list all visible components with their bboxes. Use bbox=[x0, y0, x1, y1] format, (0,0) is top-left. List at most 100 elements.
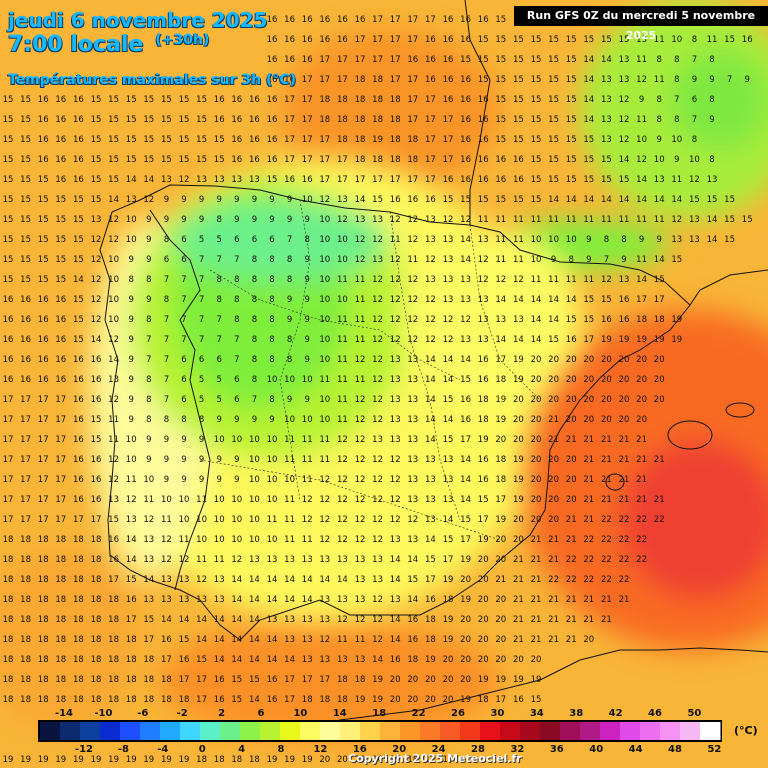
grid-value: 8 bbox=[692, 35, 697, 45]
grid-value: 9 bbox=[287, 215, 292, 225]
grid-value: 9 bbox=[269, 195, 274, 205]
grid-value: 10 bbox=[302, 375, 313, 385]
grid-value: 13 bbox=[355, 575, 366, 585]
grid-value: 20 bbox=[513, 435, 524, 445]
legend-swatch bbox=[120, 722, 141, 740]
grid-value: 20 bbox=[443, 675, 454, 685]
grid-value: 11 bbox=[513, 215, 524, 225]
grid-value: 11 bbox=[548, 215, 559, 225]
grid-value: 12 bbox=[355, 455, 366, 465]
grid-value: 15 bbox=[55, 235, 66, 245]
grid-value: 15 bbox=[214, 155, 225, 165]
grid-value: 5 bbox=[216, 235, 221, 245]
grid-value: 15 bbox=[495, 195, 506, 205]
grid-value: 7 bbox=[216, 315, 221, 325]
grid-value: 12 bbox=[355, 435, 366, 445]
grid-value: 16 bbox=[55, 135, 66, 145]
legend-swatch bbox=[80, 722, 101, 740]
grid-value: 21 bbox=[513, 615, 524, 625]
grid-value: 17 bbox=[20, 455, 31, 465]
grid-value: 6 bbox=[181, 235, 186, 245]
grid-value: 19 bbox=[513, 675, 524, 685]
grid-value: 15 bbox=[20, 95, 31, 105]
grid-value: 18 bbox=[73, 615, 84, 625]
grid-value: 17 bbox=[38, 515, 49, 525]
grid-value: 11 bbox=[654, 75, 665, 85]
grid-value: 15 bbox=[443, 395, 454, 405]
grid-value: 18 bbox=[319, 115, 330, 125]
grid-value: 18 bbox=[390, 155, 401, 165]
legend-bottom-label: 4 bbox=[238, 744, 245, 755]
grid-value: 16 bbox=[73, 375, 84, 385]
grid-value: 12 bbox=[372, 315, 383, 325]
grid-value: 21 bbox=[601, 615, 612, 625]
grid-value: 14 bbox=[566, 195, 577, 205]
grid-value: 11 bbox=[531, 215, 542, 225]
grid-value: 16 bbox=[267, 15, 278, 25]
grid-value: 17 bbox=[337, 175, 348, 185]
grid-value: 10 bbox=[267, 495, 278, 505]
grid-value: 15 bbox=[443, 535, 454, 545]
grid-value: 15 bbox=[73, 255, 84, 265]
grid-value: 18 bbox=[108, 615, 119, 625]
grid-value: 16 bbox=[3, 375, 14, 385]
grid-value: 16 bbox=[249, 155, 260, 165]
grid-value: 14 bbox=[231, 615, 242, 625]
grid-value: 10 bbox=[108, 275, 119, 285]
grid-value: 17 bbox=[478, 515, 489, 525]
grid-value: 20 bbox=[495, 655, 506, 665]
grid-value: 14 bbox=[231, 635, 242, 645]
grid-value: 17 bbox=[20, 415, 31, 425]
grid-value: 15 bbox=[548, 115, 559, 125]
grid-value: 19 bbox=[143, 755, 154, 765]
grid-value: 18 bbox=[38, 595, 49, 605]
grid-value: 5 bbox=[199, 395, 204, 405]
grid-value: 11 bbox=[355, 315, 366, 325]
grid-value: 15 bbox=[20, 155, 31, 165]
grid-value: 8 bbox=[252, 375, 257, 385]
grid-value: 20 bbox=[495, 635, 506, 645]
grid-value: 19 bbox=[513, 475, 524, 485]
grid-value: 12 bbox=[425, 335, 436, 345]
grid-value: 8 bbox=[674, 75, 679, 85]
grid-value: 14 bbox=[390, 615, 401, 625]
grid-value: 15 bbox=[91, 135, 102, 145]
grid-value: 15 bbox=[20, 275, 31, 285]
grid-value: 14 bbox=[460, 475, 471, 485]
grid-value: 10 bbox=[249, 455, 260, 465]
grid-value: 17 bbox=[443, 135, 454, 145]
legend-swatch bbox=[100, 722, 121, 740]
grid-value: 9 bbox=[164, 455, 169, 465]
grid-value: 9 bbox=[164, 215, 169, 225]
grid-value: 13 bbox=[478, 235, 489, 245]
grid-value: 18 bbox=[337, 135, 348, 145]
grid-value: 18 bbox=[91, 695, 102, 705]
grid-value: 16 bbox=[73, 115, 84, 125]
grid-value: 6 bbox=[181, 255, 186, 265]
grid-value: 14 bbox=[531, 315, 542, 325]
legend-bottom-label: 28 bbox=[471, 744, 485, 755]
grid-value: 6 bbox=[199, 355, 204, 365]
grid-value: 14 bbox=[407, 595, 418, 605]
grid-value: 11 bbox=[566, 215, 577, 225]
grid-value: 9 bbox=[287, 315, 292, 325]
grid-value: 14 bbox=[143, 175, 154, 185]
grid-value: 16 bbox=[231, 155, 242, 165]
grid-value: 9 bbox=[252, 215, 257, 225]
grid-value: 18 bbox=[38, 635, 49, 645]
grid-value: 13 bbox=[161, 175, 172, 185]
grid-value: 15 bbox=[108, 95, 119, 105]
grid-value: 9 bbox=[181, 215, 186, 225]
grid-value: 11 bbox=[337, 275, 348, 285]
grid-value: 16 bbox=[73, 155, 84, 165]
grid-value: 18 bbox=[337, 675, 348, 685]
grid-value: 13 bbox=[355, 215, 366, 225]
grid-value: 21 bbox=[583, 495, 594, 505]
grid-value: 15 bbox=[108, 135, 119, 145]
france-south-coast bbox=[689, 269, 768, 306]
grid-value: 12 bbox=[108, 215, 119, 225]
grid-value: 20 bbox=[548, 455, 559, 465]
grid-value: 12 bbox=[231, 555, 242, 565]
grid-value: 18 bbox=[196, 755, 207, 765]
grid-value: 15 bbox=[196, 655, 207, 665]
